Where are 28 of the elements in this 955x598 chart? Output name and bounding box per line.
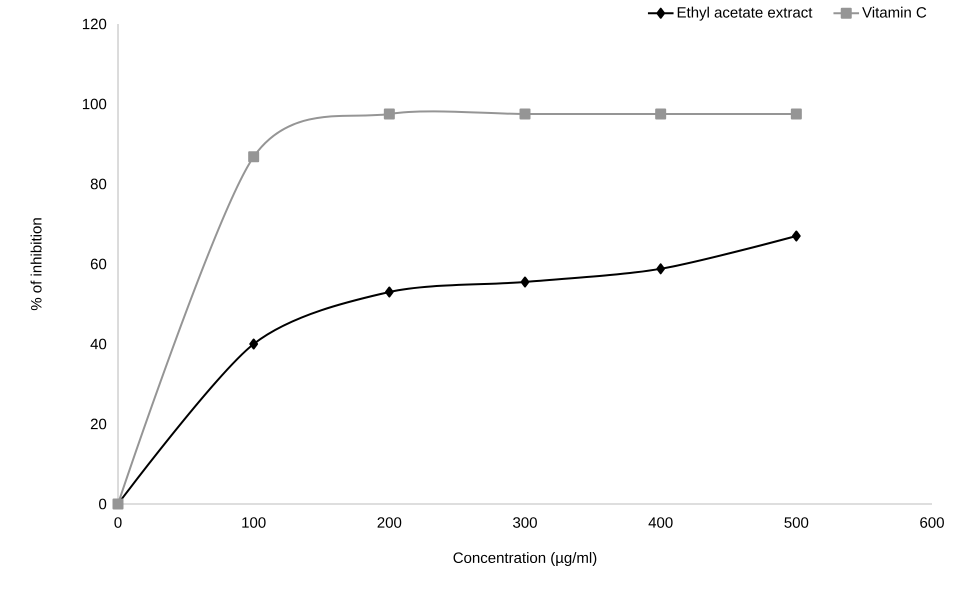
x-tick-label: 600 xyxy=(920,517,944,528)
x-tick-label: 500 xyxy=(784,517,808,528)
point xyxy=(249,338,258,350)
y-tick-label: 120 xyxy=(82,18,106,30)
x-tick-label: 0 xyxy=(114,517,122,528)
x-tick-label: 200 xyxy=(378,517,402,528)
y-tick-label: 60 xyxy=(90,258,106,270)
point xyxy=(790,108,802,120)
x-tick-label: 100 xyxy=(242,517,266,528)
point xyxy=(248,151,260,162)
y-tick-label: 20 xyxy=(90,418,106,430)
point xyxy=(656,263,666,274)
point xyxy=(384,108,395,120)
point xyxy=(655,108,666,120)
point xyxy=(520,276,530,288)
y-tick-label: 40 xyxy=(90,338,106,350)
x-axis-title: Concentration (µg/ml) xyxy=(454,552,596,566)
point xyxy=(792,230,801,242)
y-axis-title: % of inhibition xyxy=(30,218,42,310)
x-tick-label: 300 xyxy=(513,517,537,528)
point xyxy=(384,286,394,298)
legend-label: Vitamin C xyxy=(862,6,926,18)
point xyxy=(520,108,531,120)
y-tick-label: 0 xyxy=(99,498,106,510)
legend-label: Ethyl acetate extract xyxy=(678,6,812,21)
y-tick-label: 80 xyxy=(90,178,106,190)
y-tick-label: 100 xyxy=(82,98,106,110)
x-tick-label: 400 xyxy=(648,517,673,528)
